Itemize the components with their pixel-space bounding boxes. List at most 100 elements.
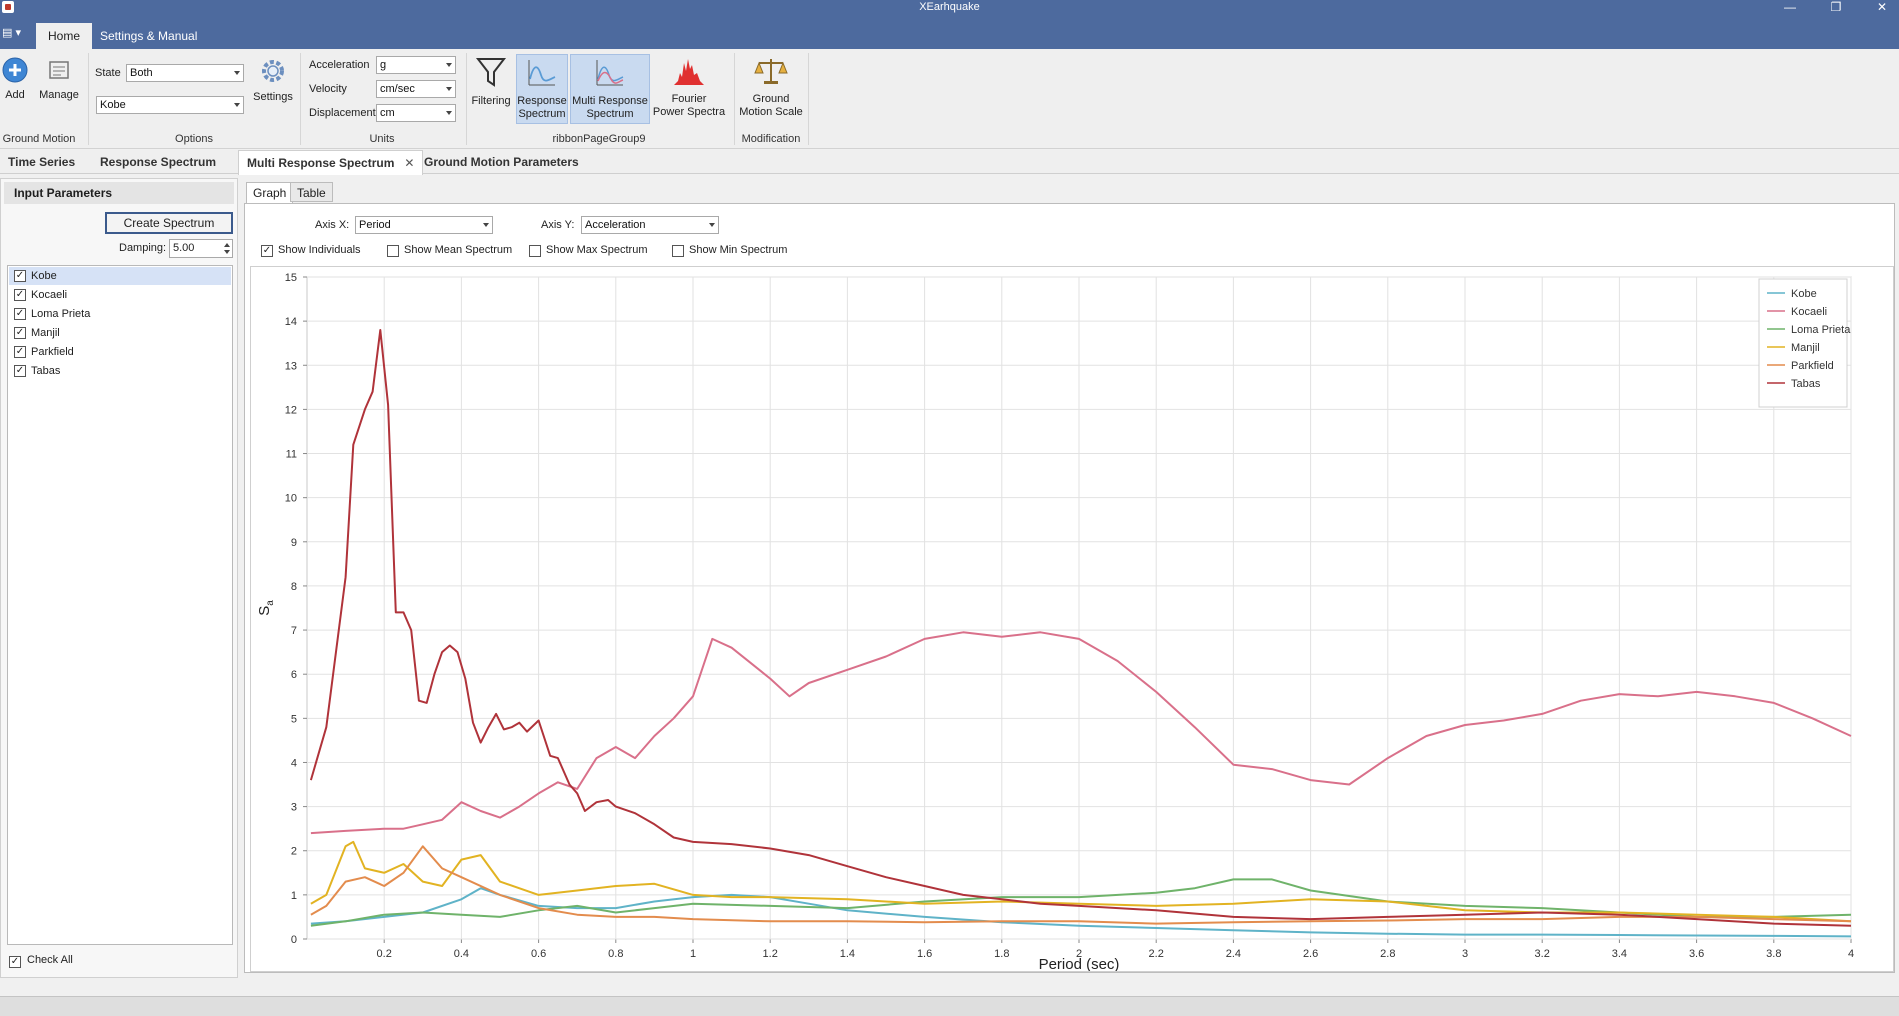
status-bar: [0, 996, 1899, 1016]
list-item-label: Tabas: [31, 365, 61, 377]
doc-tab-response-spectrum[interactable]: Response Spectrum: [100, 155, 217, 169]
x-tick-label: 1: [690, 948, 696, 960]
doc-tab-time-series[interactable]: Time Series: [8, 155, 76, 169]
x-tick-label: 1.8: [994, 948, 1009, 960]
list-item-label: Loma Prieta: [31, 308, 91, 320]
show-individuals-checkbox[interactable]: ✓ Show Individuals: [261, 244, 361, 257]
multi-response-label-2: Spectrum: [586, 108, 634, 120]
chevron-down-icon: [234, 71, 240, 75]
list-item-label: Manjil: [31, 327, 60, 339]
subtab-graph[interactable]: Graph: [246, 182, 294, 203]
doc-tab-multi-response-spectrum[interactable]: Multi Response Spectrum ✕: [238, 150, 424, 175]
show-min-checkbox[interactable]: Show Min Spectrum: [672, 244, 788, 257]
acceleration-unit-value: g: [380, 59, 387, 71]
y-tick-label: 10: [285, 493, 297, 505]
checkbox-checked-icon[interactable]: ✓: [14, 289, 26, 301]
document-tab-bar: Time Series Response Spectrum Multi Resp…: [0, 150, 1899, 175]
y-tick-label: 3: [291, 802, 297, 814]
y-tick-label: 8: [291, 581, 297, 593]
axis-y-combo[interactable]: Acceleration: [581, 216, 719, 234]
legend-box: [1758, 278, 1848, 408]
checkbox-checked-icon[interactable]: ✓: [261, 245, 273, 257]
x-tick-label: 2.8: [1380, 948, 1395, 960]
group-label-options: Options: [175, 133, 213, 145]
gm-scale-label-1: Ground: [752, 93, 790, 105]
filtering-button[interactable]: Filtering: [470, 55, 512, 108]
checkbox-unchecked-icon[interactable]: [529, 245, 541, 257]
series-line-manjil: [310, 840, 1852, 923]
multi-response-content: Graph Table Axis X: Period Axis Y: Accel…: [242, 178, 1897, 978]
checkbox-checked-icon[interactable]: ✓: [14, 308, 26, 320]
check-all-label: Check All: [27, 954, 73, 966]
checkbox-checked-icon[interactable]: ✓: [9, 956, 21, 968]
y-tick-label: 12: [285, 404, 297, 416]
damping-value: 5.00: [173, 242, 195, 254]
axis-x-combo[interactable]: Period: [355, 216, 493, 234]
displacement-unit-combo[interactable]: cm: [376, 104, 456, 122]
manage-label: Manage: [39, 89, 79, 101]
chevron-up-icon[interactable]: [224, 243, 230, 247]
restore-button[interactable]: ❐: [1830, 0, 1842, 14]
list-item[interactable]: ✓ Kocaeli: [9, 286, 231, 304]
acceleration-unit-combo[interactable]: g: [376, 56, 456, 74]
application-menu-button[interactable]: ▤ ▾: [2, 27, 21, 39]
panel-header: Input Parameters: [4, 182, 234, 204]
ground-motion-scale-button[interactable]: Ground Motion Scale: [738, 55, 804, 119]
chevron-down-icon: [234, 103, 240, 107]
axis-y-value: Acceleration: [585, 219, 646, 231]
minimize-button[interactable]: —: [1784, 0, 1796, 14]
fourier-label-2: Power Spectra: [652, 106, 726, 118]
list-item[interactable]: ✓ Parkfield: [9, 343, 231, 361]
chevron-down-icon[interactable]: [224, 250, 230, 254]
show-max-checkbox[interactable]: Show Max Spectrum: [529, 244, 647, 257]
subtab-table[interactable]: Table: [290, 182, 333, 202]
checkbox-checked-icon[interactable]: ✓: [14, 327, 26, 339]
legend-entry: Kobe: [1791, 288, 1817, 300]
record-combo[interactable]: Kobe: [96, 96, 244, 114]
show-mean-checkbox[interactable]: Show Mean Spectrum: [387, 244, 513, 257]
group-separator: [734, 53, 735, 145]
show-mean-label: Show Mean Spectrum: [404, 244, 513, 256]
check-all-toggle[interactable]: ✓ Check All: [9, 954, 73, 968]
checkbox-checked-icon[interactable]: ✓: [14, 270, 26, 282]
close-window-button[interactable]: ✕: [1876, 0, 1888, 14]
fourier-power-spectra-button[interactable]: Fourier Power Spectra: [652, 55, 726, 119]
multi-response-spectrum-button[interactable]: Multi Response Spectrum: [570, 54, 650, 124]
add-button[interactable]: Add: [0, 57, 30, 102]
y-tick-label: 9: [291, 537, 297, 549]
x-tick-label: 2.6: [1303, 948, 1318, 960]
response-spectrum-label-2: Spectrum: [518, 108, 566, 120]
group-label-modification: Modification: [741, 133, 801, 145]
app-icon: [2, 1, 14, 13]
chevron-down-icon: [446, 111, 452, 115]
velocity-unit-combo[interactable]: cm/sec: [376, 80, 456, 98]
state-combo[interactable]: Both: [126, 64, 244, 82]
list-item[interactable]: ✓ Manjil: [9, 324, 231, 342]
response-spectrum-chart[interactable]: 0.2 0.4 0.6 0.8 1 1.2 1.4 1.6 1.8 2 2.2 2.4 2.6 2.8 3 3…: [251, 267, 1893, 973]
close-icon[interactable]: ✕: [404, 156, 415, 170]
damping-stepper[interactable]: 5.00: [169, 239, 233, 258]
list-item[interactable]: ✓ Loma Prieta: [9, 305, 231, 323]
x-tick-label: 3.4: [1612, 948, 1627, 960]
series-line-loma-prieta: [310, 878, 1852, 927]
x-tick-label: 1.6: [917, 948, 932, 960]
list-item-label: Parkfield: [31, 346, 74, 358]
list-item[interactable]: ✓ Tabas: [9, 362, 231, 380]
checkbox-unchecked-icon[interactable]: [387, 245, 399, 257]
x-tick-label: 2: [1076, 948, 1082, 960]
checkbox-unchecked-icon[interactable]: [672, 245, 684, 257]
ribbon-tab-home[interactable]: Home: [36, 23, 93, 49]
list-item[interactable]: ✓ Kobe: [9, 267, 231, 285]
state-value: Both: [130, 67, 153, 79]
response-spectrum-button[interactable]: Response Spectrum: [516, 54, 568, 124]
doc-tab-ground-motion-parameters[interactable]: Ground Motion Parameters: [424, 155, 579, 169]
checkbox-checked-icon[interactable]: ✓: [14, 365, 26, 377]
manage-button[interactable]: Manage: [36, 57, 82, 102]
graph-frame: Axis X: Period Axis Y: Acceleration ✓ Sho…: [244, 203, 1895, 973]
ribbon-tab-settings-manual[interactable]: Settings & Manual: [100, 29, 198, 43]
checkbox-checked-icon[interactable]: ✓: [14, 346, 26, 358]
show-min-label: Show Min Spectrum: [689, 244, 788, 256]
multi-line-chart-icon: [571, 57, 649, 93]
create-spectrum-button[interactable]: Create Spectrum: [105, 212, 233, 234]
settings-button[interactable]: Settings: [250, 57, 296, 104]
